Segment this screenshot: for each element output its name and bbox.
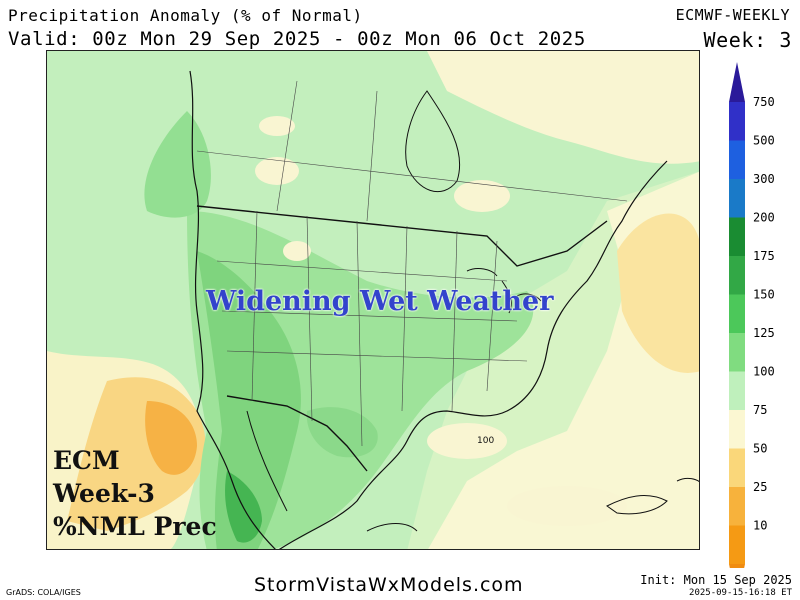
colorbar-top-arrow [729, 62, 745, 102]
colorbar-tick-label: 75 [753, 403, 767, 417]
colorbar-tick-label: 10 [753, 519, 767, 533]
site-url: StormVistaWxModels.com [254, 574, 524, 596]
anomaly-field-atlantic-dry [617, 213, 699, 373]
us-mexico-border [226, 395, 368, 472]
colorbar-tick-label: 125 [753, 326, 775, 340]
baja-coastline [246, 410, 288, 512]
colorbar-segment [729, 410, 745, 449]
dry-spot [507, 486, 627, 526]
colorbar-segment [729, 179, 745, 218]
corner-annotation-line: %NML Prec [53, 512, 217, 541]
colorbar-tick-label: 150 [753, 288, 775, 302]
init-time: Init: Mon 15 Sep 2025 [640, 573, 792, 587]
anomaly-field-wet-texas [306, 407, 378, 458]
colorbar-tick-label: 50 [753, 442, 767, 456]
colorbar-segment [729, 140, 745, 179]
colorbar-segment [729, 217, 745, 256]
great-lakes-outline [466, 268, 542, 314]
colorbar-tick-label: 750 [753, 95, 775, 109]
colorbar-segment [729, 102, 745, 141]
colorbar-scale: 750 500 300 200 175 150 125 100 75 50 25 10 [729, 62, 775, 600]
colorbar-tick-label: 100 [753, 365, 775, 379]
colorbar-tick-label: 200 [753, 211, 775, 225]
dry-spot [259, 116, 295, 136]
hudson-bay-outline [405, 90, 461, 193]
gulf-atlantic-coastline [279, 160, 668, 549]
map-headline: Widening Wet Weather [206, 286, 554, 317]
dry-spot [255, 157, 299, 185]
map-panel: 100 [46, 50, 700, 550]
colorbar-segment [729, 294, 745, 333]
colorbar-tick-label: 25 [753, 480, 767, 494]
corner-annotation: ECM Week-3 %NML Prec [53, 444, 217, 543]
cuba-outline [606, 495, 668, 515]
map-title: Precipitation Anomaly (% of Normal) [8, 6, 363, 25]
colorbar-segment [729, 371, 745, 410]
colorbar-segment [729, 525, 745, 564]
model-name: ECMWF-WEEKLY [675, 6, 790, 24]
corner-annotation-line: Week-3 [53, 479, 155, 508]
generation-timestamp: 2025-09-15-16:18 ET [689, 588, 792, 598]
colorbar-tick-label: 300 [753, 172, 775, 186]
colorbar-tick-label: 500 [753, 134, 775, 148]
week-indicator: Week: 3 [703, 28, 792, 52]
corner-annotation-line: ECM [53, 446, 120, 475]
colorbar-segment [729, 487, 745, 526]
colorbar-segment [729, 256, 745, 295]
bahamas-outline [676, 477, 699, 483]
anomaly-field-pacific-driest [145, 401, 197, 475]
contour-label: 100 [477, 436, 494, 446]
valid-period: Valid: 00z Mon 29 Sep 2025 - 00z Mon 06 … [8, 28, 586, 50]
colorbar-bottom-arrow [729, 564, 745, 600]
dry-spot [283, 241, 311, 261]
anomaly-map: 100 [47, 51, 699, 549]
anomaly-field-wet-northwest [144, 111, 211, 218]
colorbar: 750 500 300 200 175 150 125 100 75 50 25 10 [725, 62, 800, 600]
dry-spot [454, 180, 510, 212]
us-canada-border [196, 205, 608, 267]
pacific-coastline [189, 70, 276, 549]
colorbar-segment [729, 448, 745, 487]
yucatan-coastline [366, 523, 418, 532]
anomaly-field-arctic [427, 51, 699, 164]
colorbar-tick-label: 175 [753, 249, 775, 263]
grads-credit: GrADS: COLA/IGES [6, 588, 81, 597]
state-lines [196, 80, 628, 447]
dry-spot [427, 423, 507, 459]
colorbar-segment [729, 333, 745, 372]
